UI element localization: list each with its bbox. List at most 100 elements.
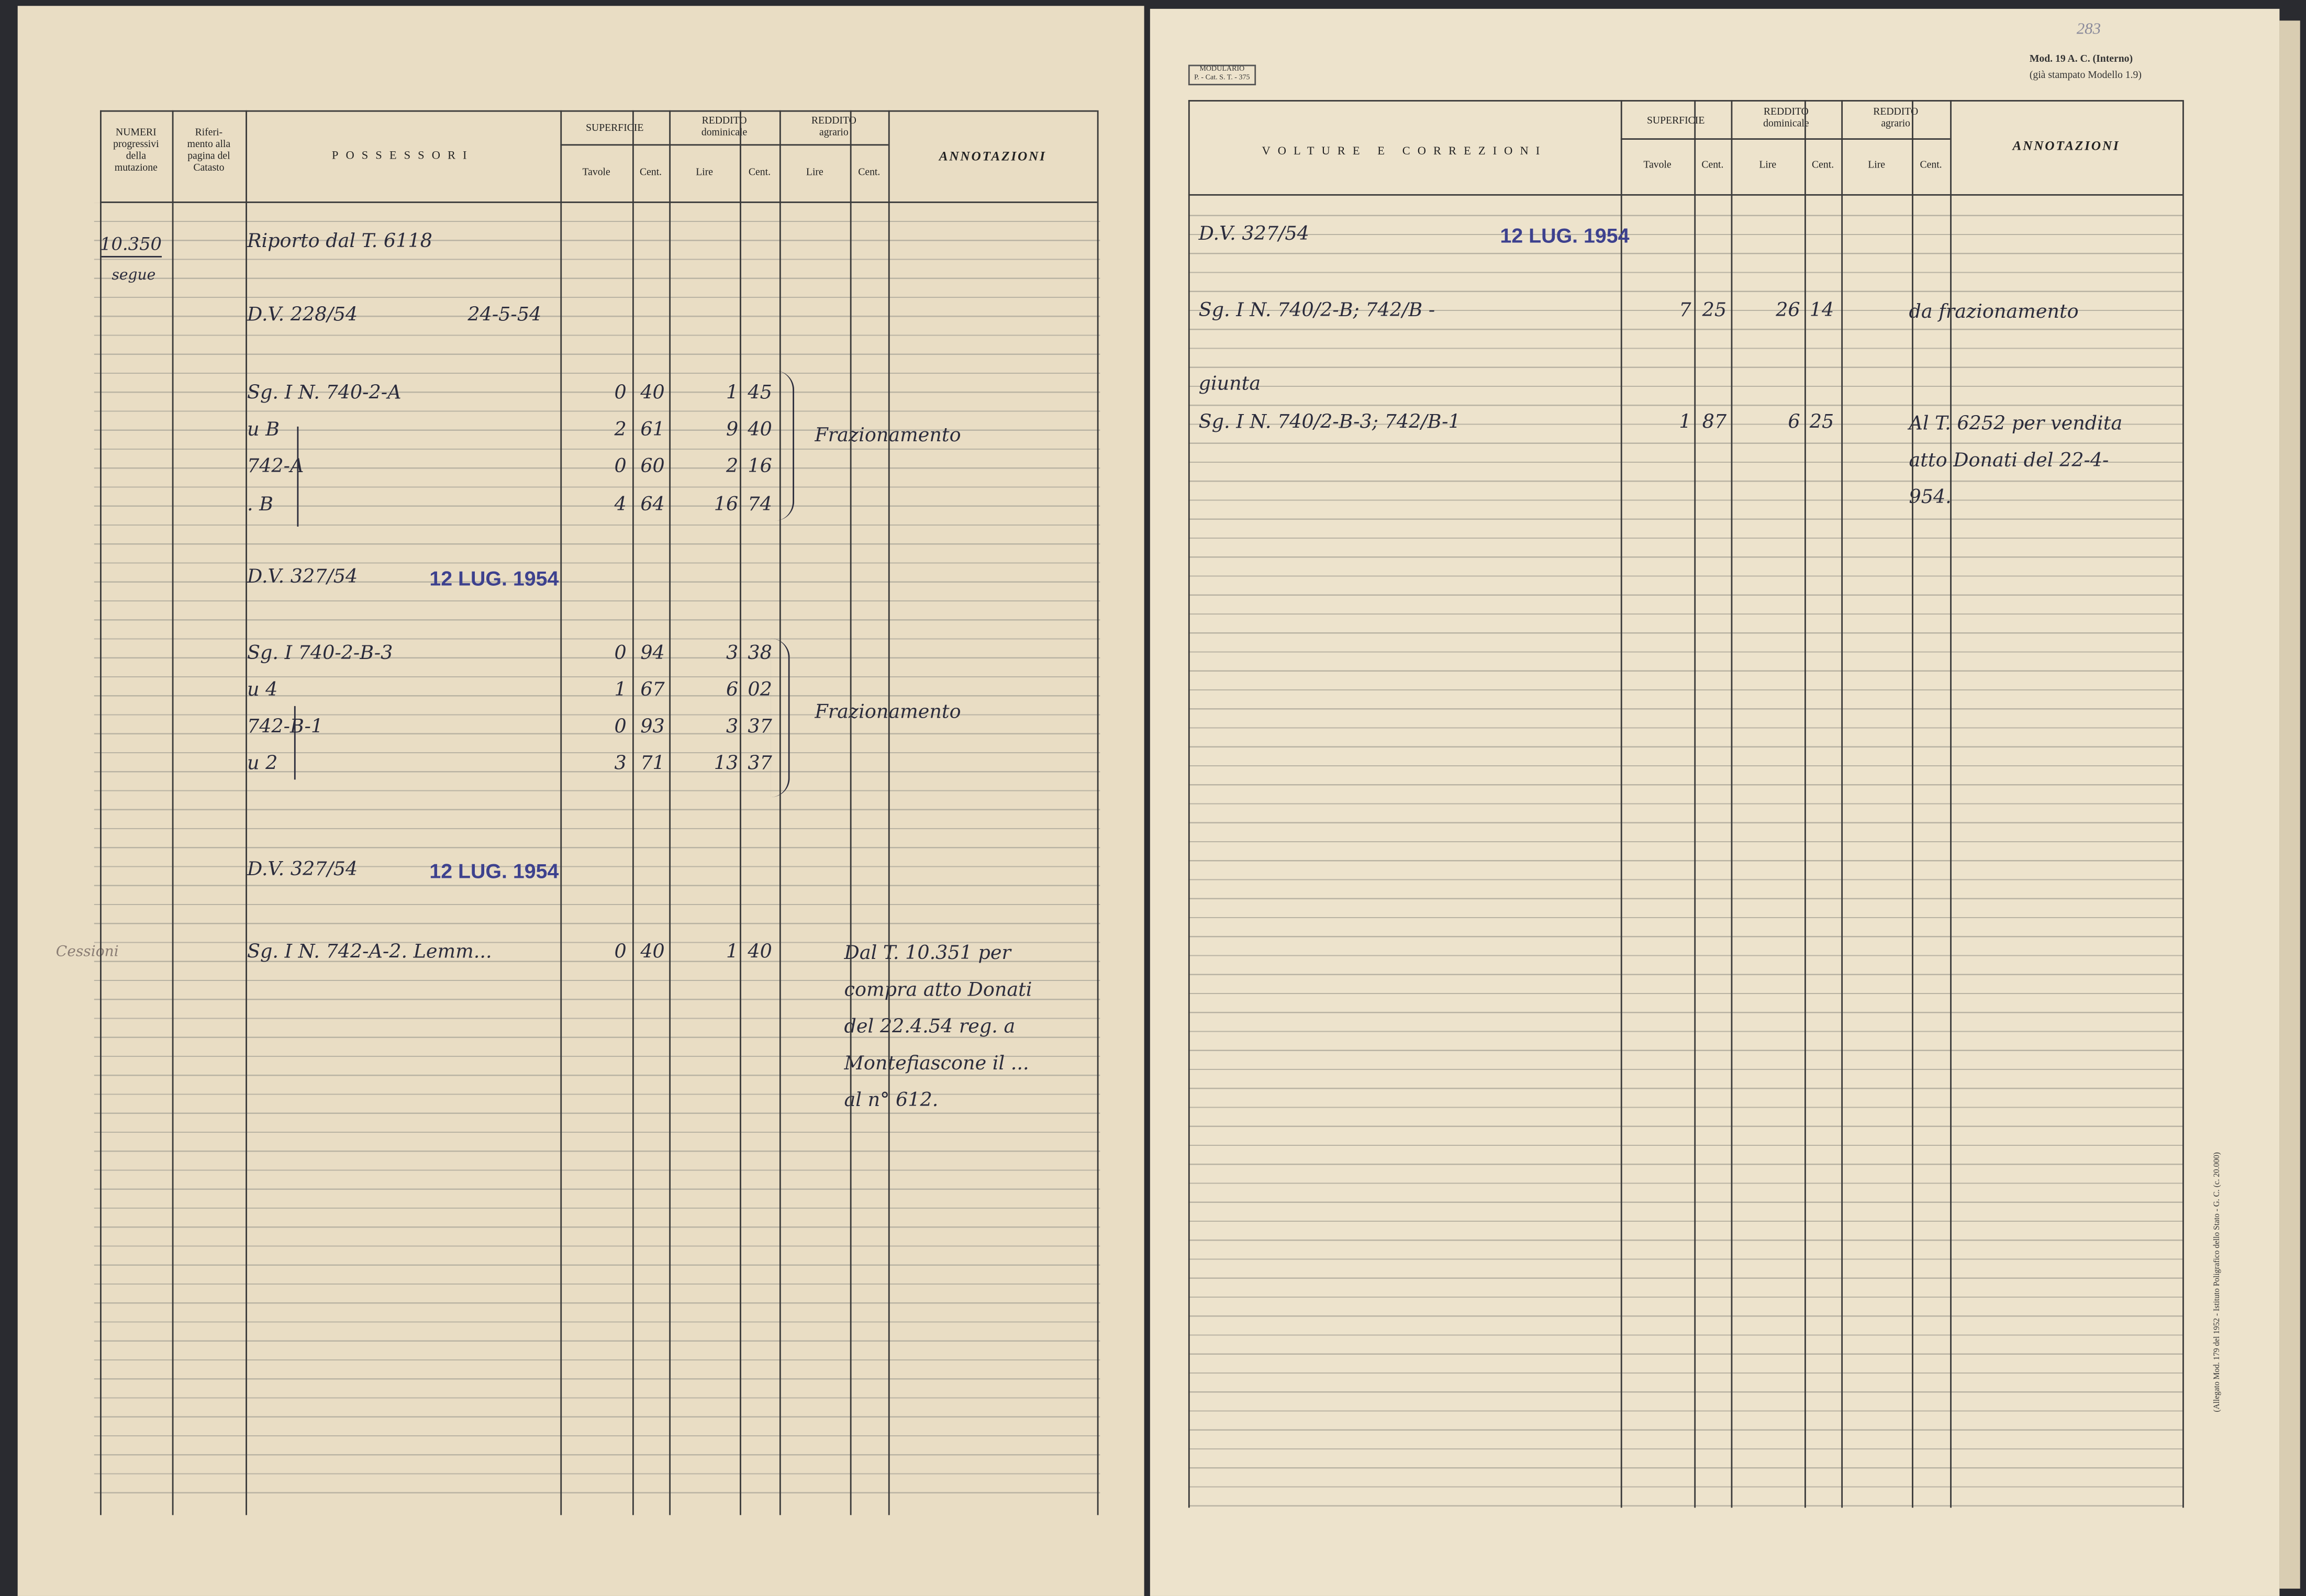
column-line (1731, 100, 1733, 1508)
entry-lire: 3 (726, 716, 739, 739)
entry-lire: 16 (714, 494, 739, 517)
column-line (1694, 100, 1696, 1508)
entry-cent-lire: 74 (748, 494, 772, 517)
column-line (1188, 100, 1190, 1508)
rule (1188, 194, 2183, 196)
entry-text: Sg. I N. 740/2-B; 742/B - (1198, 300, 1435, 322)
rule (779, 144, 888, 146)
right-page (1150, 8, 2280, 1596)
column-line (1912, 100, 1913, 1508)
entry-text: D.V. 327/54 (247, 566, 358, 589)
entry-cent-sup: 67 (640, 679, 665, 702)
rule (100, 110, 1097, 112)
header-cell: NUMERI progressivi della mutazione (113, 126, 159, 174)
rule (560, 144, 670, 146)
entry-tavole: 3 (614, 753, 627, 775)
entry-tavole: 0 (614, 382, 627, 405)
model-note: (già stampato Modello 1.9) (2029, 69, 2142, 81)
header-cell: Lire (806, 166, 823, 178)
header-cell: Tavole (1643, 159, 1672, 171)
entry-lire: 26 (1776, 300, 1800, 322)
column-line (1097, 110, 1099, 1515)
header-cell: Lire (1759, 159, 1777, 171)
column-line (1804, 100, 1806, 1508)
entry-text: u B (247, 419, 280, 442)
column-line (560, 110, 562, 1515)
header-cell: Cent. (640, 166, 662, 178)
entry-text: D.V. 327/54 (1198, 224, 1309, 246)
entry-tavole: 0 (614, 716, 627, 739)
header-cell: REDDITO dominicale (1763, 106, 1809, 130)
annotation: Frazionamento (815, 418, 961, 454)
entry-cent-sup: 94 (640, 643, 665, 665)
entry-lire: 2 (726, 456, 739, 478)
header-cell: Cent. (1701, 159, 1724, 171)
entry-cent-sup: 71 (640, 753, 665, 775)
header-cell: REDDITO agrario (811, 115, 856, 139)
page-number: 283 (2076, 20, 2101, 39)
column-line (669, 110, 671, 1515)
entry-cent-lire: 16 (748, 456, 772, 478)
entry-cent-sup: 40 (640, 941, 665, 964)
entry-cent-lire: 45 (748, 382, 772, 405)
entry-text: Sg. I 740-2-B-3 (247, 643, 393, 665)
header-cell: Cent. (858, 166, 881, 178)
header-cell: ANNOTAZIONI (939, 148, 1046, 163)
column-line (632, 110, 634, 1515)
rule (1620, 138, 1951, 140)
entry-tavole: 4 (614, 494, 627, 517)
mutation-number: 10.350 (100, 232, 162, 258)
column-line (779, 110, 781, 1515)
ruling (1188, 197, 2183, 1510)
entry-tavole: 1 (614, 679, 627, 702)
entry-tavole: 0 (614, 456, 627, 478)
entry-lire: 3 (726, 643, 739, 665)
entry-cent-sup: 61 (640, 419, 665, 442)
annotation: Frazionamento (815, 694, 961, 731)
entry-lire: 9 (726, 419, 739, 442)
entry-tavole: 0 (614, 941, 627, 964)
column-line (1620, 100, 1622, 1508)
brace (771, 638, 790, 798)
entry-lire: 13 (714, 753, 739, 775)
header-cell: Riferi- mento alla pagina del Catasto (187, 126, 231, 174)
entry-cent-sup: 93 (640, 716, 665, 739)
entry-cent-sup: 40 (640, 382, 665, 405)
entry-cent-lire: 14 (1809, 300, 1834, 322)
annotation: da frazionamento (1909, 302, 2079, 324)
imprint: (Allegato Mod. 179 del 1952 - Istituto P… (2213, 1152, 2222, 1412)
date-stamp: 12 LUG. 1954 (429, 566, 559, 590)
header-cell: POSSESSORI (331, 148, 474, 162)
header-cell: SUPERFICIE (586, 122, 644, 134)
entry-text: . B (247, 494, 274, 517)
header-cell: SUPERFICIE (1646, 115, 1705, 127)
annotation: Dal T. 10.351 per compra atto Donati del… (844, 943, 1032, 1112)
entry-lire: 6 (726, 679, 739, 702)
date-stamp: 12 LUG. 1954 (1500, 224, 1630, 248)
entry-cent-lire: 25 (1809, 411, 1834, 434)
header-cell: Lire (1868, 159, 1886, 171)
column-line (850, 110, 852, 1515)
column-line (740, 110, 741, 1515)
header-cell: REDDITO dominicale (701, 115, 748, 139)
entry-text: D.V. 327/54 (247, 859, 358, 881)
entry-tavole: 7 (1679, 300, 1691, 322)
rule (100, 201, 1097, 203)
header-cell: Cent. (1812, 159, 1834, 171)
entry-tavole: 1 (1679, 411, 1691, 434)
header-cell: ANNOTAZIONI (2012, 138, 2120, 153)
entry-text: u 2 (247, 753, 278, 775)
entry-tavole: 2 (614, 419, 627, 442)
entry-text: 742-A (247, 456, 304, 478)
header-cell: Tavole (582, 166, 610, 178)
entry-cent-sup: 64 (640, 494, 665, 517)
header-cell: REDDITO agrario (1873, 106, 1919, 130)
entry-text: Sg. I N. 742-A-2. Lemm... (247, 941, 492, 964)
column-line (888, 110, 890, 1515)
entry-text: Sg. I N. 740/2-B-3; 742/B-1 (1198, 411, 1461, 434)
entry-text: u 4 (247, 679, 278, 702)
header-cell: Cent. (1920, 159, 1942, 171)
column-line (1950, 100, 1952, 1508)
stroke (297, 426, 299, 527)
header-cell: Cent. (748, 166, 771, 178)
